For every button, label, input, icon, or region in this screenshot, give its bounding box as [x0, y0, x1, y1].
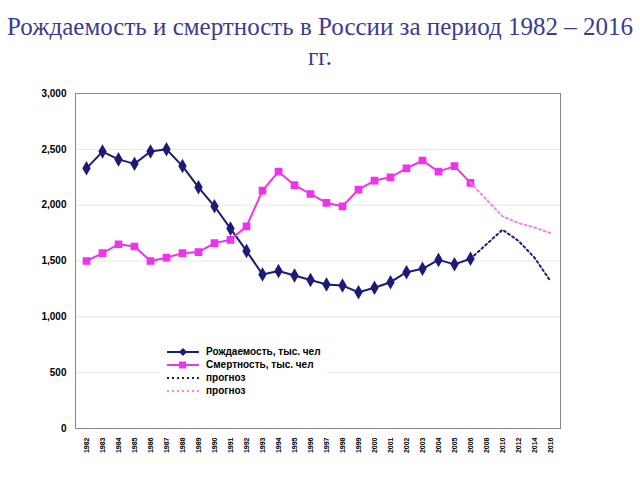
svg-text:1992: 1992 — [243, 437, 250, 453]
svg-text:1999: 1999 — [355, 437, 362, 453]
html-text:прогноз: прогноз — [206, 385, 246, 396]
svg-text:500: 500 — [50, 367, 67, 378]
svg-text:1997: 1997 — [323, 437, 330, 453]
svg-text:2016: 2016 — [547, 437, 554, 453]
svg-text:1988: 1988 — [179, 437, 186, 453]
svg-text:1994: 1994 — [275, 437, 282, 453]
svg-text:3,000: 3,000 — [41, 88, 66, 99]
html-text:прогноз: прогноз — [206, 372, 246, 383]
svg-text:2002: 2002 — [403, 437, 410, 453]
svg-text:2008: 2008 — [483, 437, 490, 453]
svg-text:2012: 2012 — [515, 437, 522, 453]
svg-text:1,500: 1,500 — [41, 255, 66, 266]
svg-text:2000: 2000 — [371, 437, 378, 453]
svg-text:1985: 1985 — [131, 437, 138, 453]
svg-text:2014: 2014 — [531, 437, 538, 453]
svg-text:1996: 1996 — [307, 437, 314, 453]
svg-text:2001: 2001 — [387, 437, 394, 453]
svg-text:0: 0 — [61, 423, 67, 434]
svg-text:1986: 1986 — [147, 437, 154, 453]
svg-text:1990: 1990 — [211, 437, 218, 453]
svg-text:2,500: 2,500 — [41, 144, 66, 155]
svg-text:1,000: 1,000 — [41, 311, 66, 322]
svg-text:2006: 2006 — [467, 437, 474, 453]
svg-text:1982: 1982 — [83, 437, 90, 453]
svg-text:2010: 2010 — [499, 437, 506, 453]
svg-text:1998: 1998 — [339, 437, 346, 453]
svg-text:1993: 1993 — [259, 437, 266, 453]
svg-text:1991: 1991 — [227, 437, 234, 453]
svg-text:2005: 2005 — [451, 437, 458, 453]
svg-text:1984: 1984 — [115, 437, 122, 453]
svg-text:2,000: 2,000 — [41, 199, 66, 210]
svg-text:1983: 1983 — [99, 437, 106, 453]
svg-text:2003: 2003 — [419, 437, 426, 453]
html-text:Смертность, тыс. чел: Смертность, тыс. чел — [206, 359, 314, 370]
html-text:Рождаемость, тыс. чел: Рождаемость, тыс. чел — [206, 346, 321, 357]
svg-text:1987: 1987 — [163, 437, 170, 453]
svg-text:2004: 2004 — [435, 437, 442, 453]
html-text:Рождаемость и смертность в Рос: Рождаемость и смертность в России за пер… — [7, 13, 633, 70]
svg-text:1989: 1989 — [195, 437, 202, 453]
svg-text:1995: 1995 — [291, 437, 298, 453]
